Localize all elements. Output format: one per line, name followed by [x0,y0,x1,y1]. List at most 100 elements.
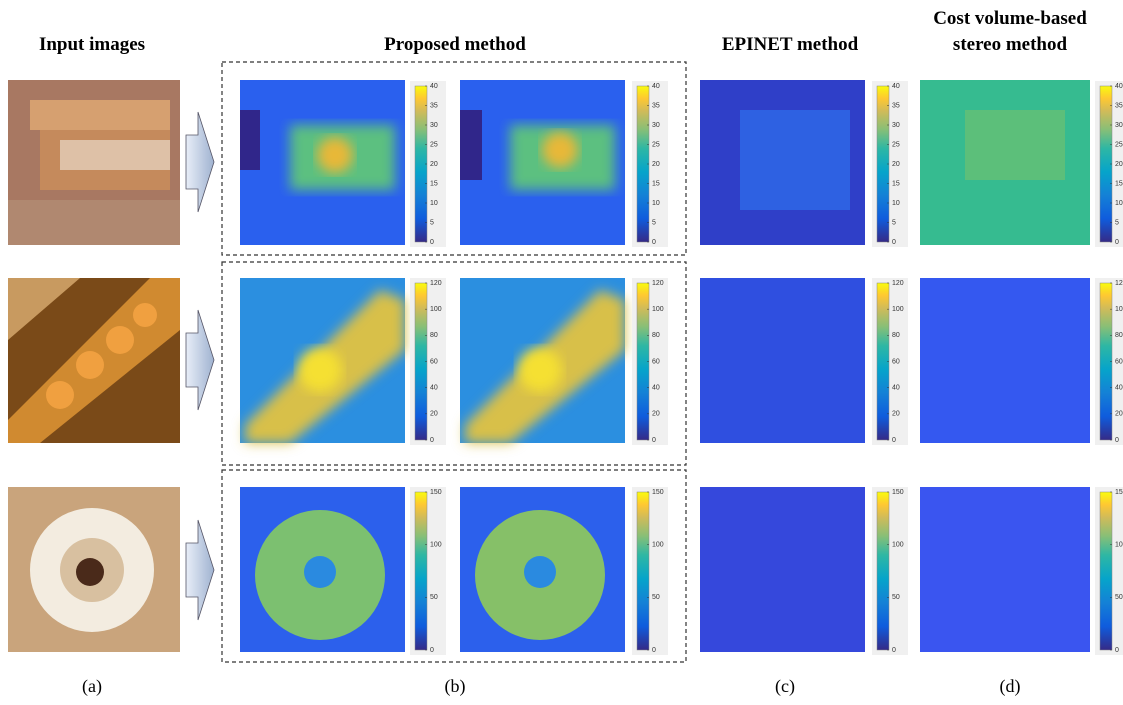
caption: (c) [775,676,795,697]
colorbar-tick-label: 150 [892,489,904,496]
colorbar [877,492,889,650]
colorbar-tick-label: 15 [652,180,660,187]
colorbar-tick-label: 10 [892,200,900,207]
input-image [8,487,180,652]
colorbar-tick-label: 20 [430,161,438,168]
colorbar-tick-label: 100 [430,542,442,549]
colorbar-tick-label: 40 [1115,385,1123,392]
colorbar-tick-label: 0 [652,437,656,444]
colorbar-tick-label: 80 [652,332,660,339]
colorbar-tick-label: 120 [430,280,442,287]
colorbar-tick-label: 10 [430,200,438,207]
header: Cost volume-based [933,8,1087,29]
colorbar-tick-label: 0 [1115,647,1119,654]
colorbar-tick-label: 100 [1115,306,1123,313]
colorbar-tick-label: 60 [652,358,660,365]
colorbar-tick-label: 20 [652,411,660,418]
colorbar-tick-label: 0 [1115,437,1119,444]
colorbar-tick-label: 100 [892,542,904,549]
colorbar-tick-label: 10 [1115,200,1123,207]
colorbar-tick-label: 100 [652,306,664,313]
colorbar-tick-label: 0 [892,239,896,246]
colorbar-tick-label: 50 [652,594,660,601]
colorbar-tick-label: 40 [652,83,660,90]
depth-map [920,487,1090,652]
colorbar-tick-label: 10 [652,200,660,207]
colorbar-tick-label: 40 [892,83,900,90]
colorbar-tick-label: 40 [652,385,660,392]
depth-map [460,487,625,652]
depth-map [240,80,405,245]
colorbar-tick-label: 150 [430,489,442,496]
colorbar-tick-label: 20 [1115,161,1123,168]
colorbar-tick-label: 35 [652,102,660,109]
colorbar-tick-label: 35 [892,102,900,109]
caption: (a) [82,676,102,697]
colorbar-tick-label: 5 [652,219,656,226]
colorbar-tick-label: 120 [652,280,664,287]
header: Proposed method [384,34,526,55]
depth-map-region [740,110,850,210]
colorbar-tick-label: 20 [892,411,900,418]
colorbar-tick-label: 40 [1115,83,1123,90]
colorbar-tick-label: 40 [892,385,900,392]
colorbar-tick-label: 30 [892,122,900,129]
depth-map [240,278,405,443]
colorbar-tick-label: 35 [1115,102,1123,109]
depth-map [700,487,865,652]
colorbar-tick-label: 120 [1115,280,1123,287]
colorbar-tick-label: 15 [430,180,438,187]
arrow [186,112,214,620]
colorbar-tick-label: 100 [892,306,904,313]
input-image [8,278,180,443]
depth-map [700,278,865,443]
colorbar-tick-label: 0 [892,647,896,654]
colorbar-tick-label: 0 [430,437,434,444]
colorbar-tick-label: 60 [430,358,438,365]
colorbar [1100,492,1112,650]
colorbar-tick-label: 50 [430,594,438,601]
colorbar-tick-label: 20 [892,161,900,168]
caption: (b) [445,676,466,697]
input-image [8,80,180,245]
colorbar [637,492,649,650]
caption: (d) [1000,676,1021,697]
colorbar-tick-label: 5 [430,219,434,226]
colorbar-tick-label: 80 [892,332,900,339]
depth-map [460,278,625,443]
header: stereo method [953,34,1068,55]
colorbar-tick-label: 0 [430,239,434,246]
colorbar-tick-label: 5 [892,219,896,226]
colorbar-tick-label: 0 [892,437,896,444]
colorbar-tick-label: 15 [892,180,900,187]
colorbar-tick-label: 20 [1115,411,1123,418]
header: Input images [39,34,145,55]
colorbar-tick-label: 25 [652,141,660,148]
colorbar-tick-label: 25 [1115,141,1123,148]
colorbar-tick-label: 80 [1115,332,1123,339]
depth-map [240,487,405,652]
colorbar-tick-label: 35 [430,102,438,109]
colorbar-tick-label: 0 [1115,239,1119,246]
colorbar-tick-label: 20 [430,411,438,418]
colorbar-tick-label: 0 [430,647,434,654]
colorbar-tick-label: 20 [652,161,660,168]
colorbar-tick-label: 15 [1115,180,1123,187]
figure: Input images Proposed method EPINET meth… [0,0,1123,705]
colorbar-tick-label: 30 [1115,122,1123,129]
colorbar-tick-label: 0 [652,647,656,654]
colorbar [415,492,427,650]
colorbar-tick-label: 25 [430,141,438,148]
colorbar-tick-label: 60 [1115,358,1123,365]
depth-map [460,80,625,245]
colorbar-tick-label: 100 [430,306,442,313]
colorbar-tick-label: 80 [430,332,438,339]
colorbar-tick-label: 50 [892,594,900,601]
colorbar-tick-label: 150 [652,489,664,496]
colorbar-tick-label: 0 [652,239,656,246]
colorbar-tick-label: 30 [652,122,660,129]
colorbar-tick-label: 100 [652,542,664,549]
colorbar-tick-label: 30 [430,122,438,129]
depth-map-region [965,110,1065,180]
colorbar-tick-label: 60 [892,358,900,365]
